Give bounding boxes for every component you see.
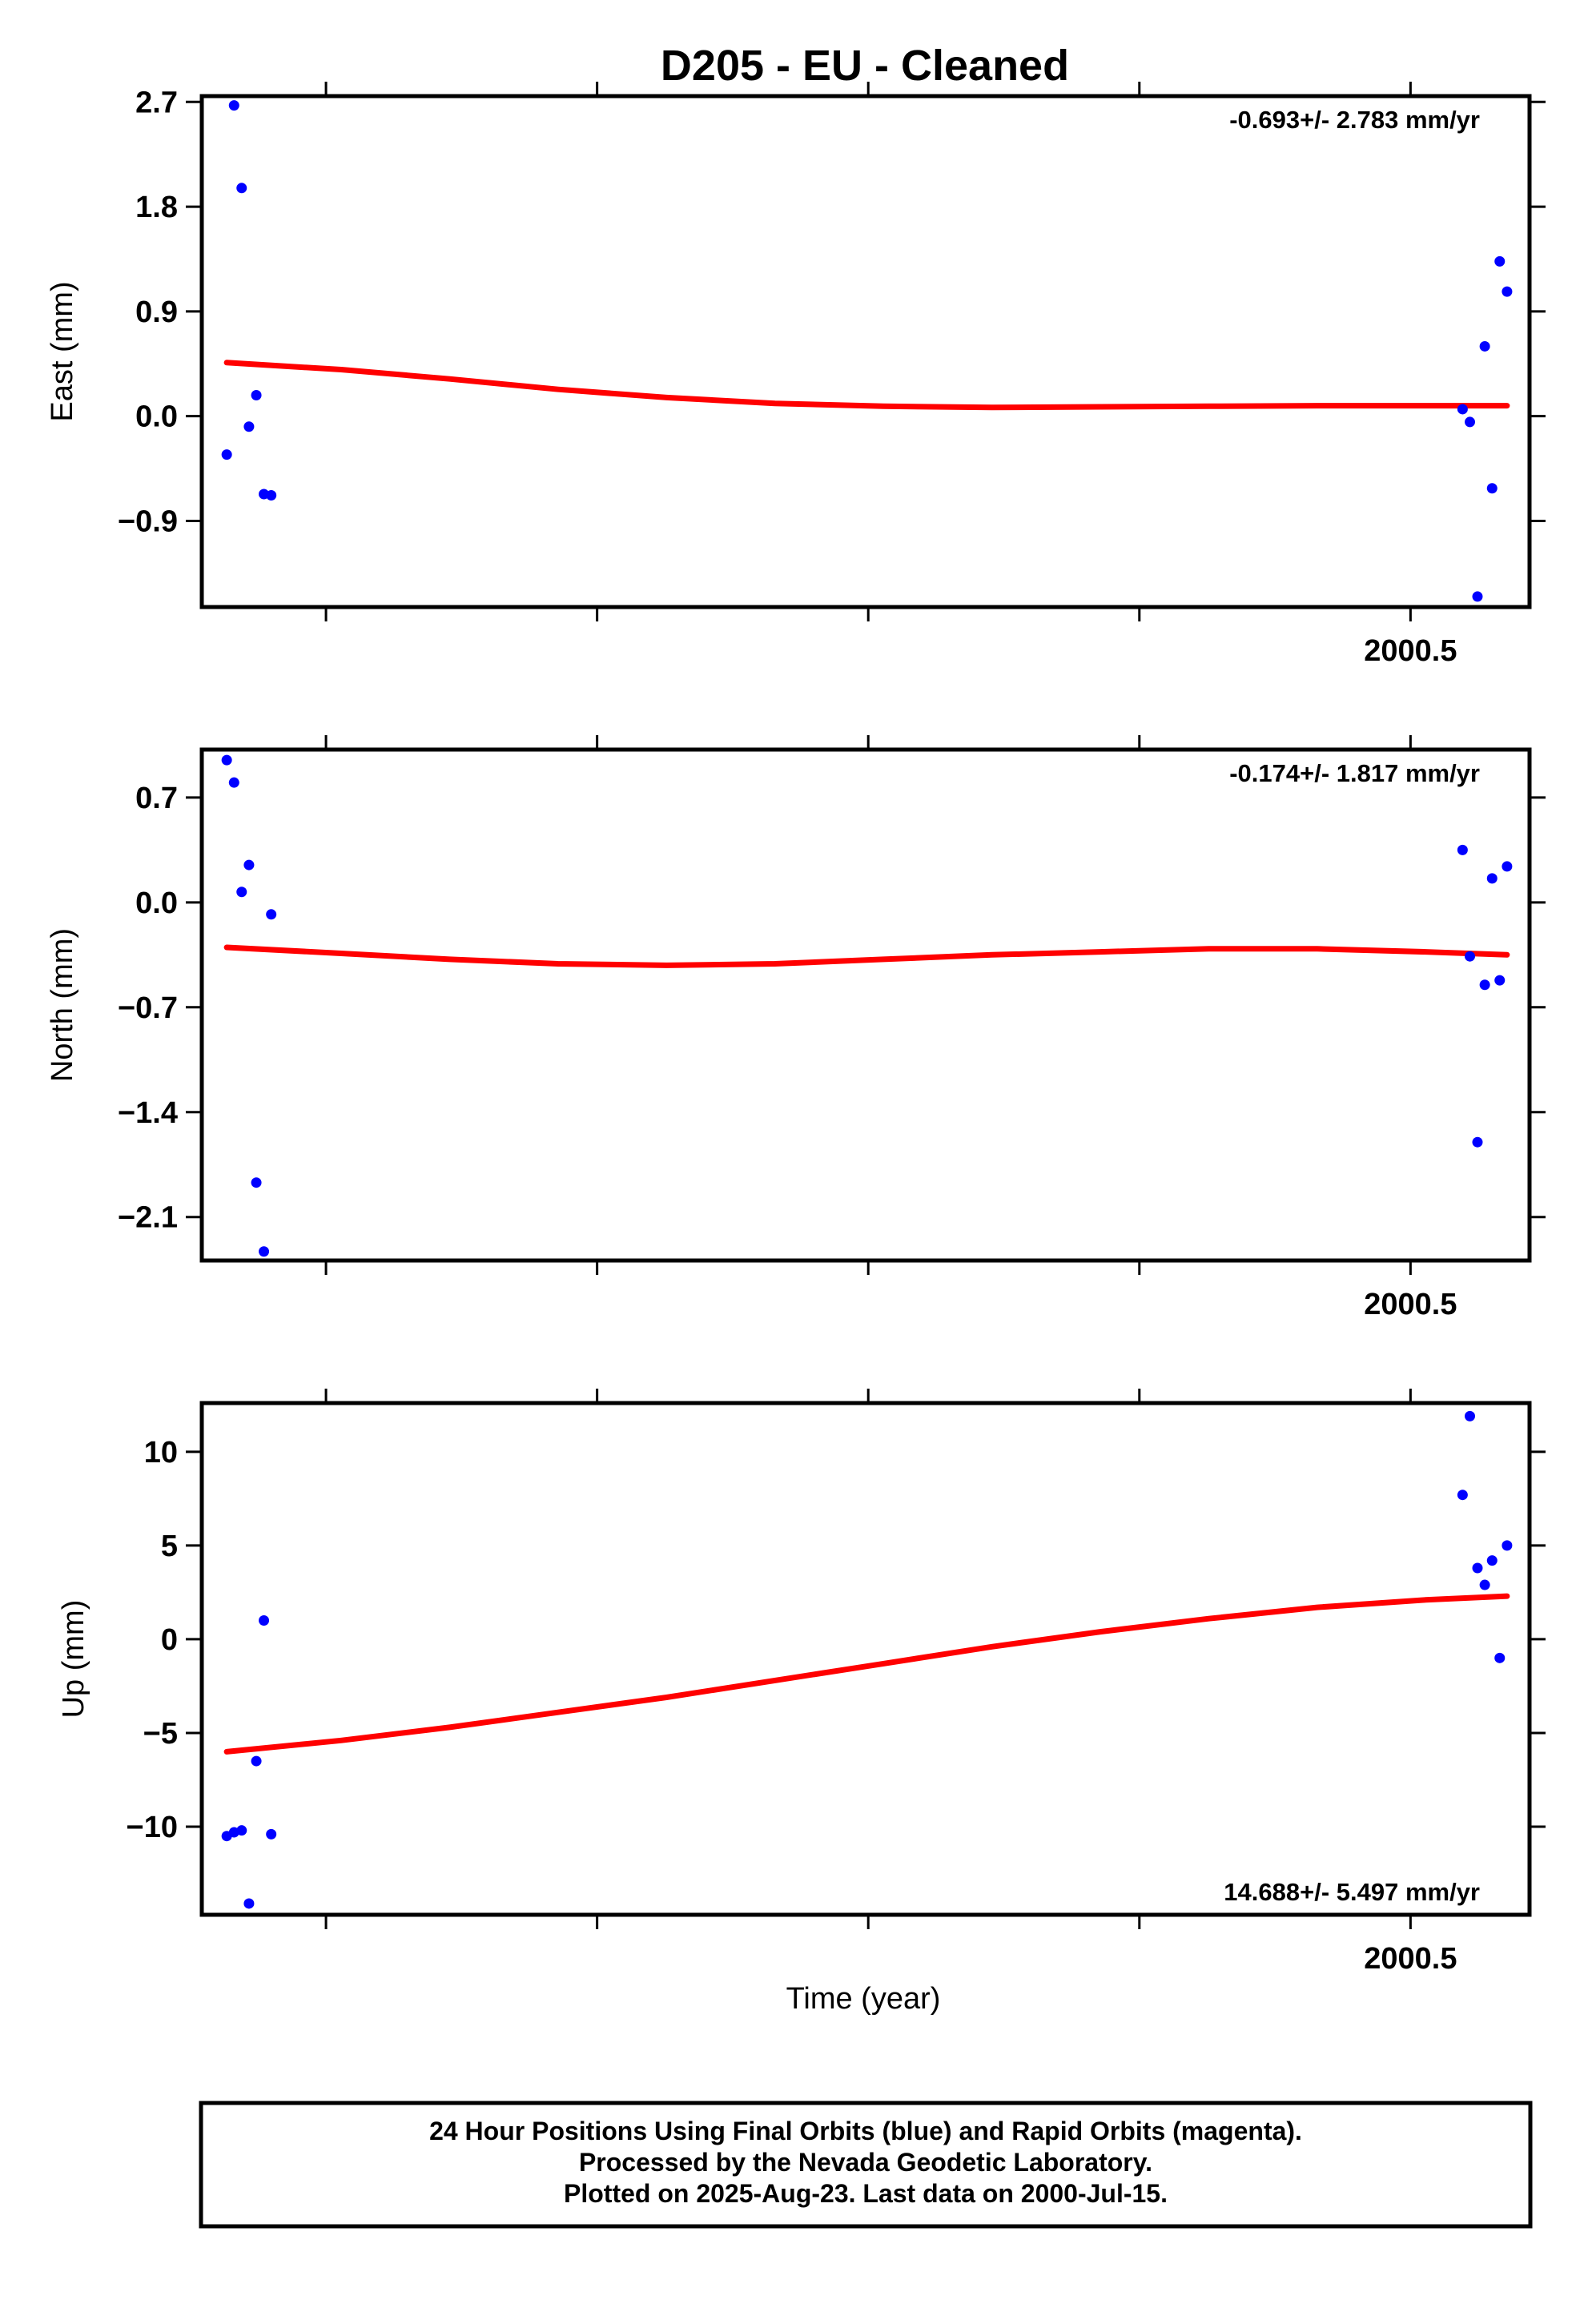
up-data-point (1457, 1490, 1468, 1501)
up-data-point (1465, 1410, 1476, 1421)
chart-title: D205 - EU - Cleaned (661, 42, 1069, 90)
up-data-point (236, 1825, 247, 1836)
north-y-tick-label: −2.1 (118, 1201, 178, 1235)
north-y-tick-label: −1.4 (118, 1096, 178, 1130)
footer-line-1: 24 Hour Positions Using Final Orbits (bl… (429, 2117, 1302, 2145)
east-data-point (1486, 483, 1498, 494)
north-data-point (1502, 861, 1513, 872)
up-fit-line (223, 1593, 1510, 1755)
panel-up: 10 5 0 −5 −10 2000.5 14.688+/- 5.497 mm/yr Up (… (57, 1389, 1546, 1976)
north-data-point (1486, 873, 1498, 884)
north-rate-annotation: -0.174+/- 1.817 mm/yr (1229, 759, 1480, 787)
up-y-tick-label: −5 (143, 1717, 178, 1751)
north-data-point (1472, 1136, 1483, 1148)
footer-line-2: Processed by the Nevada Geodetic Laborat… (579, 2148, 1152, 2177)
north-data-point (1457, 844, 1468, 855)
east-data-point (228, 100, 239, 111)
north-data-point (259, 1246, 270, 1257)
north-data-point (243, 859, 255, 870)
north-data-point (228, 777, 239, 788)
east-x-tick-label: 2000.5 (1364, 634, 1457, 668)
east-data-point (221, 449, 232, 460)
east-plot-frame (199, 94, 1532, 609)
east-y-axis-label: East (mm) (46, 281, 79, 421)
north-data-point (236, 887, 247, 898)
north-data-point (1465, 951, 1476, 962)
north-x-tick-label: 2000.5 (1364, 1288, 1457, 1321)
up-y-tick-label: 5 (161, 1530, 178, 1563)
east-data-point (251, 389, 262, 400)
panel-east: 2.7 1.8 0.9 0.0 −0.9 2000.5 -0.693+/- 2.783 mm… (46, 82, 1546, 668)
up-data-point (266, 1828, 277, 1839)
north-y-tick-label: 0.7 (135, 782, 178, 815)
up-data-point (1486, 1555, 1498, 1566)
up-data-point (1479, 1579, 1490, 1590)
up-data-point (243, 1898, 255, 1909)
east-data-point (1465, 416, 1476, 428)
up-x-tick-label: 2000.5 (1364, 1942, 1457, 1976)
east-data-point (1457, 404, 1468, 415)
footer-box: 24 Hour Positions Using Final Orbits (bl… (199, 2101, 1533, 2229)
east-data-point (1494, 255, 1506, 267)
east-data-point (243, 421, 255, 432)
up-y-tick-label: 0 (161, 1623, 178, 1657)
east-rate-annotation: -0.693+/- 2.783 mm/yr (1229, 106, 1480, 134)
east-data-point (266, 489, 277, 501)
north-plot-frame (199, 747, 1532, 1263)
up-plot-frame (199, 1401, 1532, 1917)
north-fit-line (223, 944, 1510, 968)
east-data-point (1472, 591, 1483, 602)
up-data-point (251, 1755, 262, 1767)
up-data-point (1494, 1652, 1506, 1663)
east-data-point (236, 183, 247, 194)
east-fit-line (223, 360, 1510, 411)
east-y-tick-label: 2.7 (135, 86, 178, 119)
up-y-tick-label: 10 (144, 1436, 178, 1470)
east-y-tick-label: 0.9 (135, 296, 178, 329)
north-y-tick-label: 0.0 (135, 887, 178, 920)
east-data-point (1502, 286, 1513, 297)
north-y-axis-label: North (mm) (46, 928, 79, 1082)
up-y-tick-label: −10 (127, 1811, 178, 1844)
up-data-point (259, 1615, 270, 1626)
footer-line-3: Plotted on 2025-Aug-23. Last data on 200… (564, 2179, 1168, 2208)
east-y-tick-label: −0.9 (118, 505, 178, 538)
up-data-point (1472, 1562, 1483, 1574)
panel-north: 0.7 0.0 −0.7 −1.4 −2.1 2000.5 -0.174+/- 1.817 … (46, 735, 1546, 1321)
east-y-tick-label: 1.8 (135, 191, 178, 224)
north-data-point (1479, 979, 1490, 991)
up-data-point (1502, 1540, 1513, 1551)
north-data-point (251, 1177, 262, 1188)
north-data-point (221, 754, 232, 766)
east-data-point (1479, 340, 1490, 352)
x-axis-label: Time (year) (786, 1982, 941, 2016)
up-y-axis-label: Up (mm) (57, 1600, 90, 1719)
north-data-point (266, 909, 277, 920)
north-data-point (1494, 975, 1506, 986)
north-y-tick-label: −0.7 (118, 991, 178, 1025)
east-y-tick-label: 0.0 (135, 400, 178, 434)
up-rate-annotation: 14.688+/- 5.497 mm/yr (1224, 1878, 1480, 1906)
